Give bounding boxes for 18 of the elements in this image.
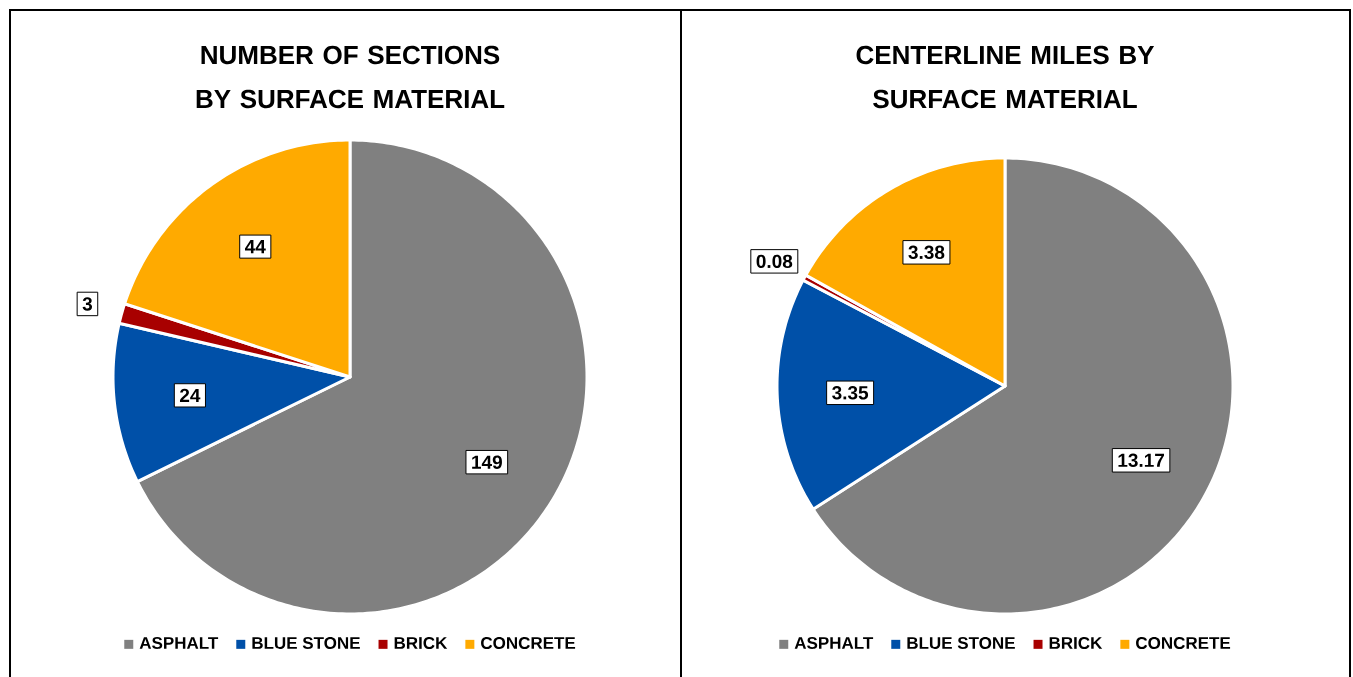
data-label: 44 [245, 240, 266, 254]
legend-label: ASPHALT [794, 636, 874, 650]
data-label: 149 [472, 455, 502, 469]
legend-label: CONCRETE [1136, 636, 1231, 650]
data-label: 3 [82, 297, 93, 311]
chart-title: CENTERLINE MILES BY SURFACE MATERIAL [856, 45, 1155, 109]
legend-label: BLUE STONE [252, 636, 360, 650]
data-label: 24 [179, 388, 201, 402]
legend-label: ASPHALT [139, 636, 219, 650]
data-label: 3.38 [908, 245, 945, 260]
data-label: 0.08 [756, 254, 793, 269]
legend-label: BLUE STONE [907, 636, 1015, 650]
chart-title: NUMBER OF SECTIONS BY SURFACE MATERIAL [196, 45, 505, 109]
data-label: 3.35 [832, 386, 869, 400]
legend-label: BRICK [1049, 636, 1103, 650]
legend-label: CONCRETE [481, 636, 576, 650]
data-label: 13.17 [1118, 453, 1164, 468]
legend-label: BRICK [394, 636, 448, 650]
